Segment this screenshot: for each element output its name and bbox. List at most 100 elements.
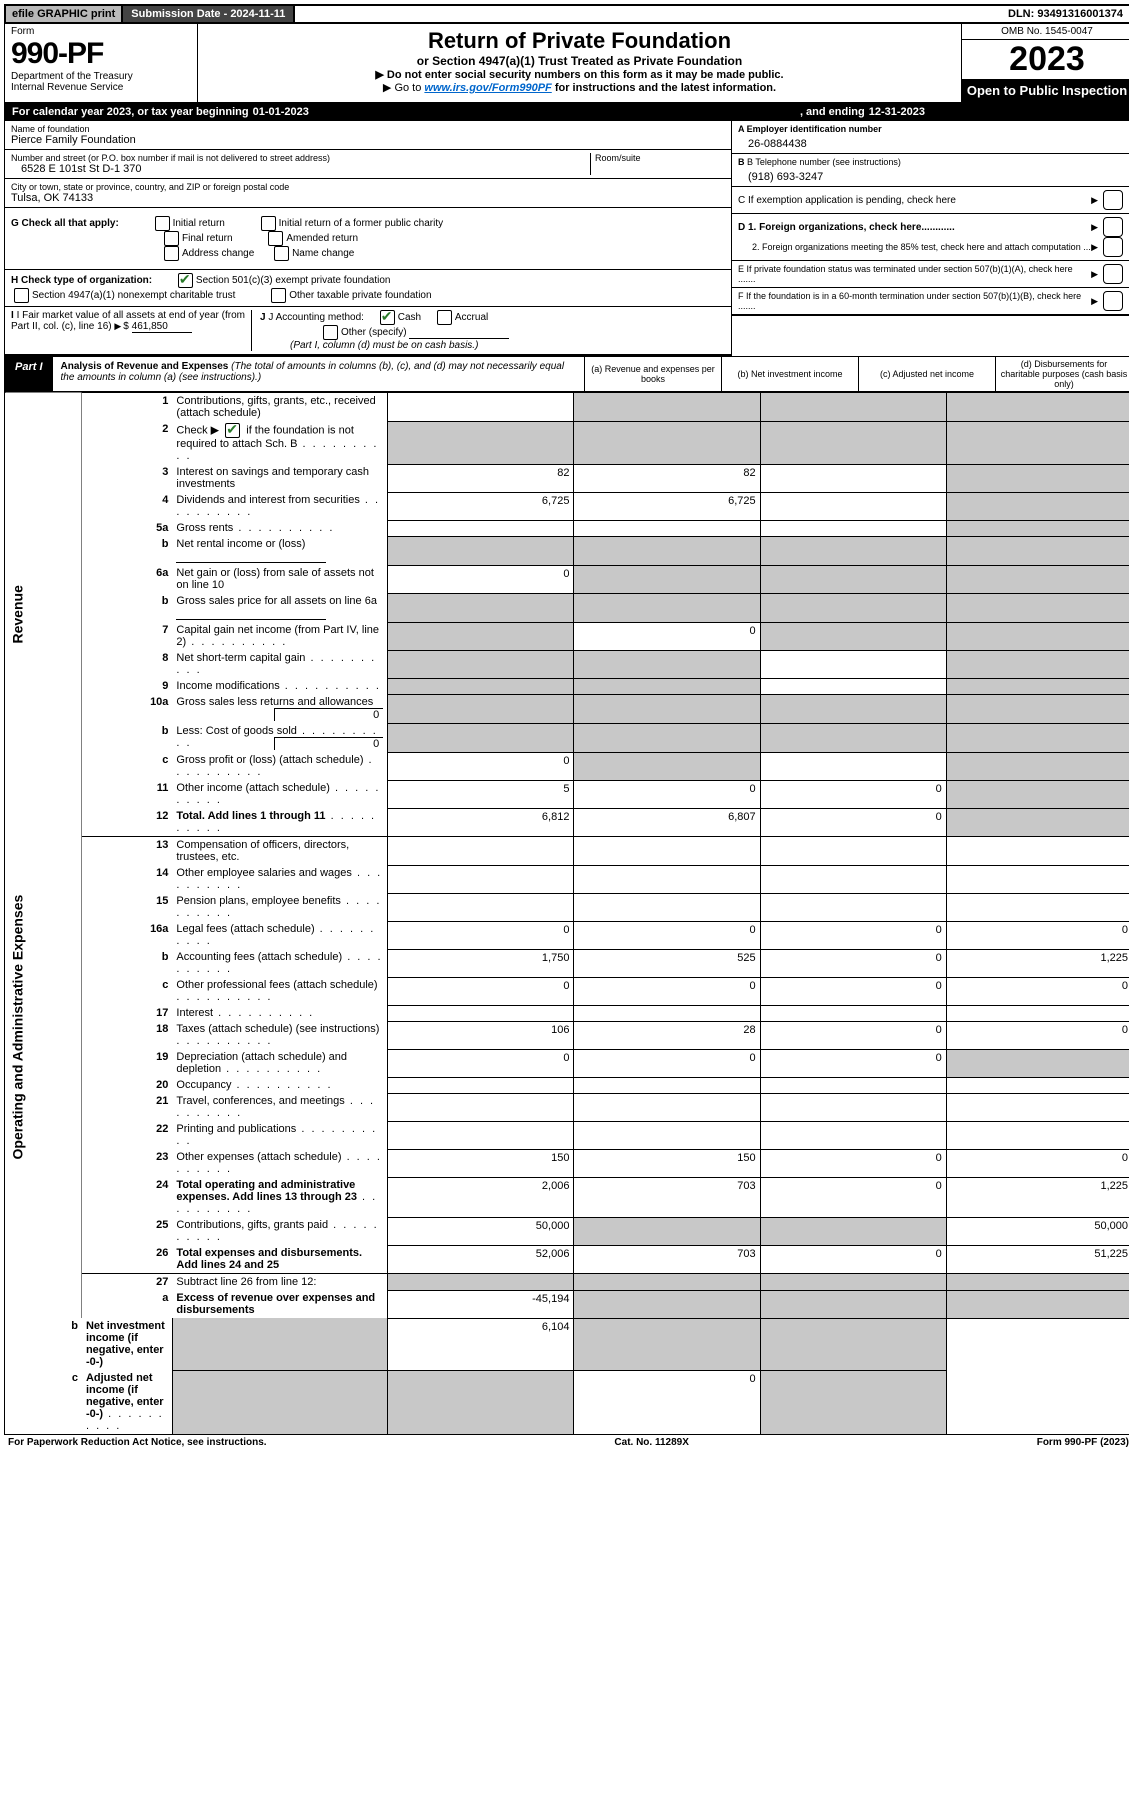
amount-cell <box>946 694 1129 723</box>
amount-cell: 1,750 <box>388 949 574 977</box>
amount-cell <box>574 536 760 565</box>
line-description: Other expenses (attach schedule) <box>172 1149 387 1177</box>
part1-title: Analysis of Revenue and Expenses (The to… <box>53 357 584 391</box>
amount-cell <box>574 893 760 921</box>
amount-cell <box>388 1005 574 1021</box>
501c3-checkbox[interactable] <box>178 273 193 288</box>
amount-cell <box>388 1274 574 1291</box>
irs-link[interactable]: www.irs.gov/Form990PF <box>424 82 551 94</box>
g-opt-1: Initial return of a former public charit… <box>279 218 444 229</box>
amount-cell: 50,000 <box>388 1217 574 1245</box>
amount-cell <box>388 694 574 723</box>
line-description: Less: Cost of goods sold 0 <box>172 723 387 752</box>
amount-cell: 82 <box>388 464 574 492</box>
sch-b-checkbox[interactable] <box>225 423 240 438</box>
table-row: cAdjusted net income (if negative, enter… <box>5 1370 1129 1435</box>
e-checkbox[interactable] <box>1103 264 1123 284</box>
line-description: Net rental income or (loss) <box>172 536 387 565</box>
4947-checkbox[interactable] <box>14 288 29 303</box>
dept-label: Department of the Treasury <box>11 71 191 82</box>
d2-checkbox[interactable] <box>1103 237 1123 257</box>
amount-cell <box>388 1077 574 1093</box>
amount-cell <box>946 1093 1129 1121</box>
amount-cell <box>946 1077 1129 1093</box>
line-number: 17 <box>82 1005 172 1021</box>
address-change-checkbox[interactable] <box>164 246 179 261</box>
amount-cell: -45,194 <box>388 1290 574 1318</box>
amount-cell <box>760 622 946 650</box>
amount-cell <box>760 393 946 421</box>
amount-cell <box>760 865 946 893</box>
amount-cell <box>388 723 574 752</box>
table-row: 22Printing and publications <box>5 1121 1129 1149</box>
line-number: 18 <box>82 1021 172 1049</box>
amount-cell: 6,812 <box>388 808 574 837</box>
identity-block: Name of foundation Pierce Family Foundat… <box>4 121 1129 356</box>
line-description: Other income (attach schedule) <box>172 780 387 808</box>
amount-cell <box>760 464 946 492</box>
line-description: Other professional fees (attach schedule… <box>172 977 387 1005</box>
amount-cell: 150 <box>574 1149 760 1177</box>
g-label: G Check all that apply: <box>11 218 119 229</box>
initial-return-checkbox[interactable] <box>155 216 170 231</box>
header-center: Return of Private Foundation or Section … <box>198 24 961 102</box>
j-other: Other (specify) <box>341 327 407 338</box>
part1-title-main: Analysis of Revenue and Expenses <box>61 361 229 372</box>
form-header: Form 990-PF Department of the Treasury I… <box>4 24 1129 103</box>
f-cell: F If the foundation is in a 60-month ter… <box>732 288 1129 316</box>
amount-cell <box>946 1005 1129 1021</box>
city-cell: City or town, state or province, country… <box>5 179 731 208</box>
table-row: 25Contributions, gifts, grants paid50,00… <box>5 1217 1129 1245</box>
line-description: Income modifications <box>172 678 387 694</box>
efile-label[interactable]: efile GRAPHIC print <box>6 6 123 22</box>
expenses-side-label: Operating and Administrative Expenses <box>5 837 82 1218</box>
amount-cell: 6,807 <box>574 808 760 837</box>
amount-cell: 0 <box>760 977 946 1005</box>
amount-cell <box>172 1318 387 1370</box>
cal-end: 12-31-2023 <box>869 106 925 118</box>
line-number: a <box>82 1290 172 1318</box>
tax-year: 2023 <box>962 40 1129 79</box>
table-row: 21Travel, conferences, and meetings <box>5 1093 1129 1121</box>
cash-checkbox[interactable] <box>380 310 395 325</box>
line-number: 3 <box>82 464 172 492</box>
amount-cell: 150 <box>388 1149 574 1177</box>
amount-cell: 0 <box>946 1021 1129 1049</box>
final-return-checkbox[interactable] <box>164 231 179 246</box>
col-b-header: (b) Net investment income <box>721 357 858 391</box>
amount-cell <box>946 593 1129 622</box>
line-number: 26 <box>82 1245 172 1274</box>
f-checkbox[interactable] <box>1103 291 1123 311</box>
amount-cell <box>574 1093 760 1121</box>
name-label: Name of foundation <box>11 124 725 134</box>
amount-cell <box>760 1005 946 1021</box>
line-description: Adjusted net income (if negative, enter … <box>82 1370 172 1435</box>
accrual-checkbox[interactable] <box>437 310 452 325</box>
amount-cell <box>574 723 760 752</box>
other-taxable-checkbox[interactable] <box>271 288 286 303</box>
amended-return-checkbox[interactable] <box>268 231 283 246</box>
amount-cell <box>760 650 946 678</box>
line-number: 25 <box>82 1217 172 1245</box>
line-number: 10a <box>82 694 172 723</box>
header-right: OMB No. 1545-0047 2023 Open to Public In… <box>961 24 1129 102</box>
other-method-checkbox[interactable] <box>323 325 338 340</box>
line-description: Interest <box>172 1005 387 1021</box>
line-description: Travel, conferences, and meetings <box>172 1093 387 1121</box>
amount-cell <box>946 1274 1129 1291</box>
line-description: Legal fees (attach schedule) <box>172 921 387 949</box>
initial-former-checkbox[interactable] <box>261 216 276 231</box>
table-row: 26Total expenses and disbursements. Add … <box>5 1245 1129 1274</box>
amount-cell <box>388 393 574 421</box>
amount-cell <box>946 393 1129 421</box>
c-checkbox[interactable] <box>1103 190 1123 210</box>
line-number: 2 <box>82 421 172 464</box>
footer-mid: Cat. No. 11289X <box>614 1437 688 1448</box>
table-row: 19Depreciation (attach schedule) and dep… <box>5 1049 1129 1077</box>
name-change-checkbox[interactable] <box>274 246 289 261</box>
amount-cell <box>574 678 760 694</box>
table-row: 6aNet gain or (loss) from sale of assets… <box>5 565 1129 593</box>
d1-checkbox[interactable] <box>1103 217 1123 237</box>
dln-label: DLN: 93491316001374 <box>1000 6 1129 22</box>
table-row: 10aGross sales less returns and allowanc… <box>5 694 1129 723</box>
